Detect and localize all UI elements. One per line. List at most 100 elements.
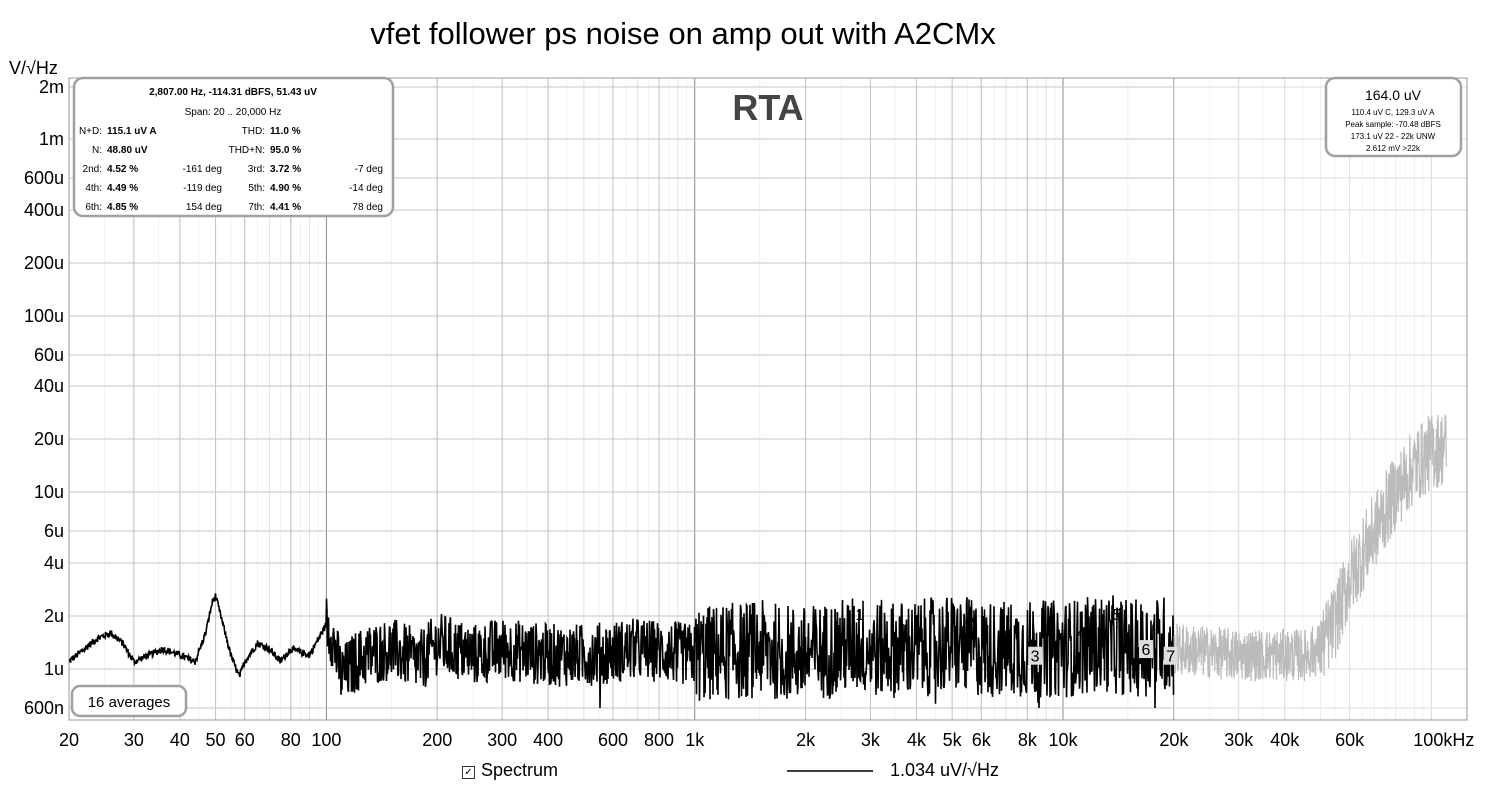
y-tick-label: 200u: [24, 253, 64, 273]
harmonic-marker-label: 3: [1031, 649, 1040, 666]
harmonic-marker-label: 7: [1166, 649, 1175, 666]
y-tick-label: 6u: [44, 521, 64, 541]
x-tick-label: 1k: [685, 730, 705, 750]
level-line: 2.612 mV >22k: [1366, 144, 1421, 153]
level-box[interactable]: 164.0 uV 110.4 uV C, 129.3 uV A Peak sam…: [1324, 76, 1463, 158]
harmonic-marker: 3: [1028, 646, 1043, 666]
harmonic-marker-bg: [1028, 646, 1043, 665]
level-line: Peak sample: -70.48 dBFS: [1345, 120, 1441, 129]
info-header: 2,807.00 Hz, -114.31 dBFS, 51.43 uV: [149, 87, 317, 98]
info-value: 4.49 %: [107, 183, 138, 194]
level-line: 110.4 uV C, 129.3 uV A: [1351, 108, 1435, 117]
info-phase: 78 deg: [352, 202, 383, 213]
harmonic-marker-label: 1: [855, 607, 864, 624]
x-tick-label: 50: [206, 730, 226, 750]
x-tick-label: 400: [533, 730, 563, 750]
info-value: 4.52 %: [107, 164, 138, 175]
info-label: N+D:: [79, 126, 102, 137]
y-tick-label: 2m: [39, 77, 64, 97]
info-label: 3rd:: [248, 164, 265, 175]
plot-area[interactable]: [68, 77, 1468, 721]
harmonic-marker: 1: [855, 607, 864, 624]
y-tick-label: 4u: [44, 553, 64, 573]
info-label: THD:: [242, 126, 265, 137]
ultrasonic-region: [1173, 79, 1466, 719]
info-value: 11.0 %: [270, 126, 301, 137]
info-label: N:: [92, 145, 102, 156]
x-tick-label: 300: [487, 730, 517, 750]
x-tick-label: 40: [170, 730, 190, 750]
x-tick-label: 30k: [1224, 730, 1254, 750]
x-tick-label: 4k: [907, 730, 927, 750]
series-line-spectrum: [68, 593, 1175, 709]
harmonic-markers: 1 2 3 4 5 6 7: [855, 607, 1178, 666]
x-tick-label: 100kHz: [1413, 730, 1474, 750]
y-tick-label: 600u: [24, 168, 64, 188]
info-label: 4th:: [85, 183, 102, 194]
info-label: 2nd:: [83, 164, 102, 175]
info-value: 4.90 %: [270, 183, 301, 194]
x-tick-label: 200: [422, 730, 452, 750]
info-label: 6th:: [85, 202, 102, 213]
info-phase: 154 deg: [186, 202, 222, 213]
y-tick-label: 60u: [34, 345, 64, 365]
x-tick-label: 5k: [943, 730, 963, 750]
y-tick-label: 40u: [34, 376, 64, 396]
info-value: 95.0 %: [270, 145, 301, 156]
harmonic-marker-label: 6: [1142, 642, 1151, 659]
harmonic-marker: 2: [966, 615, 975, 632]
y-axis-label: V/√Hz: [9, 58, 58, 78]
spectrum-checkbox[interactable]: ✓: [462, 766, 475, 779]
info-label: THD+N:: [229, 145, 265, 156]
info-phase: -7 deg: [355, 164, 383, 175]
harmonic-marker: 5: [1112, 607, 1121, 624]
info-box[interactable]: 2,807.00 Hz, -114.31 dBFS, 51.43 uV Span…: [72, 76, 395, 218]
harmonic-marker-bg: [1163, 646, 1178, 665]
info-value: 115.1 uV A: [107, 126, 157, 137]
legend-value: 1.034 uV/√Hz: [890, 760, 999, 781]
y-tick-label: 1u: [44, 659, 64, 679]
series-line-ultrasonic: [1173, 414, 1448, 682]
legend-spectrum-label: Spectrum: [481, 760, 559, 780]
y-tick-label: 100u: [24, 306, 64, 326]
x-tick-label: 80: [281, 730, 301, 750]
rta-label: RTA: [732, 87, 803, 128]
info-value: 4.85 %: [107, 202, 138, 213]
info-phase: -119 deg: [183, 183, 222, 194]
chart-title: vfet follower ps noise on amp out with A…: [370, 16, 996, 51]
averages-box[interactable]: 16 averages: [70, 684, 188, 718]
averages-label: 16 averages: [88, 694, 171, 711]
harmonic-marker-label: 4: [1077, 625, 1086, 642]
x-tick-labels: 20 30 40 50 60 80 100 200 300 400 600 800 1k 2k 3k 4k 5k…: [59, 730, 1474, 750]
x-tick-label: 60: [235, 730, 255, 750]
level-line: 173.1 uV 22 - 22k UNW: [1351, 132, 1436, 141]
legend-value-label: 1.034 uV/√Hz: [890, 760, 999, 780]
grid: [68, 78, 1467, 720]
x-tick-label: 2k: [796, 730, 816, 750]
y-tick-label: 10u: [34, 482, 64, 502]
harmonic-marker: 4: [1077, 625, 1086, 642]
info-phase: -161 deg: [183, 164, 222, 175]
x-tick-label: 100: [311, 730, 341, 750]
y-tick-label: 600n: [24, 698, 64, 718]
info-phase: -14 deg: [349, 183, 383, 194]
y-tick-labels: 2m 1m 600u 400u 200u 100u 60u 40u 20u 10u 6u 4u 2u 1u…: [24, 77, 64, 718]
legend-spectrum[interactable]: ✓ Spectrum: [462, 760, 558, 781]
y-tick-label: 20u: [34, 429, 64, 449]
level-main: 164.0 uV: [1365, 87, 1422, 103]
x-tick-label: 10k: [1048, 730, 1078, 750]
y-tick-label: 2u: [44, 606, 64, 626]
x-tick-label: 60k: [1335, 730, 1365, 750]
x-tick-label: 600: [598, 730, 628, 750]
info-label: 7th:: [248, 202, 265, 213]
series-layer: [68, 414, 1448, 709]
info-value: 3.72 %: [270, 164, 301, 175]
info-value: 4.41 %: [270, 202, 301, 213]
harmonic-marker: 6: [1138, 640, 1153, 659]
info-value: 48.80 uV: [107, 145, 148, 156]
x-tick-label: 20: [59, 730, 79, 750]
info-span: Span: 20 .. 20,000 Hz: [185, 107, 282, 118]
harmonic-marker-label: 5: [1112, 607, 1121, 624]
x-tick-label: 30: [124, 730, 144, 750]
x-tick-label: 800: [644, 730, 674, 750]
